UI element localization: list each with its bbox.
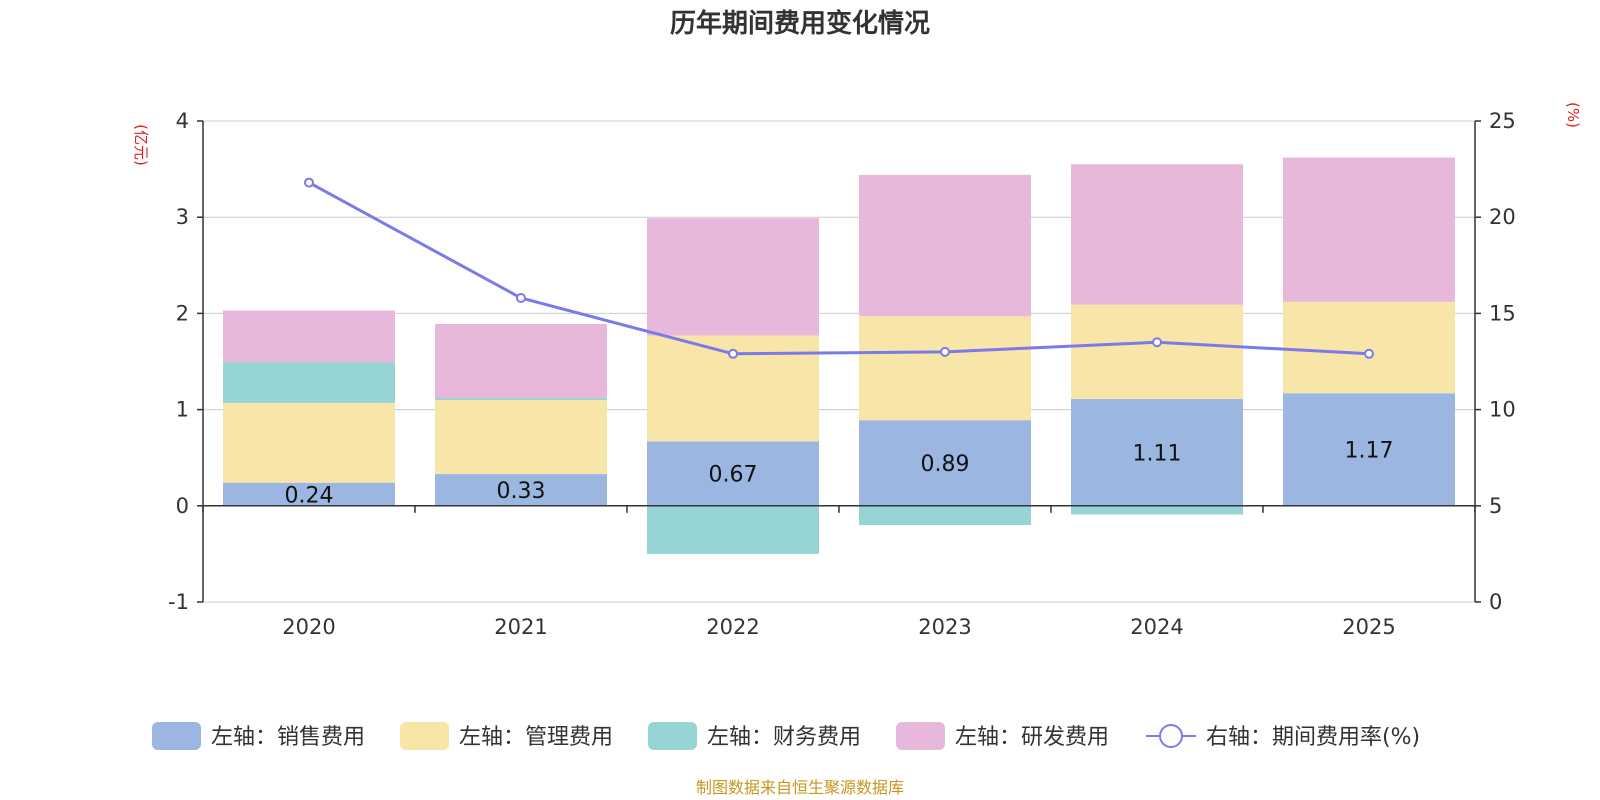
bar-data-label: 0.89 xyxy=(921,452,970,477)
bar-segment xyxy=(223,362,395,403)
bar-segment xyxy=(1283,157,1455,302)
line-series-layer xyxy=(304,177,1374,359)
left-axis-tick-label: 1 xyxy=(176,398,189,422)
bar-segment xyxy=(1071,304,1243,400)
bar-segment xyxy=(859,420,1031,506)
bar-segment xyxy=(859,505,1031,526)
legend-label: 右轴：期间费用率(%) xyxy=(1206,725,1420,750)
bar-segment xyxy=(1283,393,1455,506)
legend-line-marker xyxy=(1159,724,1183,748)
line-point xyxy=(940,346,950,357)
bar-segment xyxy=(1071,505,1243,515)
x-axis-category-label: 2023 xyxy=(918,615,971,639)
right-axis-unit: (%) xyxy=(1564,102,1582,128)
legend-label: 左轴：管理费用 xyxy=(459,725,613,750)
x-axis-category-label: 2025 xyxy=(1342,615,1395,639)
bar-segment xyxy=(647,218,819,336)
source-note: 制图数据来自恒生聚源数据库 xyxy=(696,778,904,797)
bar-segment xyxy=(435,323,607,399)
line-point xyxy=(1152,337,1162,348)
bar-segment xyxy=(647,441,819,506)
right-axis-tick-label: 5 xyxy=(1489,494,1502,518)
legend-swatch xyxy=(152,722,201,750)
bar-segment xyxy=(1283,301,1455,394)
legend-label: 左轴：销售费用 xyxy=(211,725,365,750)
legend-label: 左轴：研发费用 xyxy=(955,725,1109,750)
bar-segment xyxy=(435,398,607,400)
legend-swatch xyxy=(648,722,697,750)
left-axis-unit: (亿元) xyxy=(132,124,150,166)
x-axis-category-label: 2024 xyxy=(1130,615,1183,639)
legend-swatch xyxy=(400,722,449,750)
right-axis-tick-label: 0 xyxy=(1489,590,1502,614)
right-axis-tick-label: 25 xyxy=(1489,109,1516,133)
bar-segment xyxy=(435,474,607,506)
line-series xyxy=(308,181,1370,356)
bar-data-label: 0.67 xyxy=(709,463,758,488)
right-axis-tick-label: 15 xyxy=(1489,301,1516,325)
line-point xyxy=(728,348,738,359)
left-axis-tick-label: 3 xyxy=(176,205,189,229)
bar-data-label: 0.24 xyxy=(285,483,334,508)
left-axis-tick-label: -1 xyxy=(168,590,189,614)
x-axis-category-label: 2021 xyxy=(494,615,547,639)
bars-layer xyxy=(223,157,1455,554)
bar-segment xyxy=(223,310,395,363)
bar-segment xyxy=(223,482,395,506)
chart-title: 历年期间费用变化情况 xyxy=(670,8,930,39)
legend-label: 左轴：财务费用 xyxy=(707,725,861,750)
bar-segment xyxy=(647,505,819,554)
bar-segment xyxy=(435,399,607,475)
left-axis-tick-label: 4 xyxy=(176,109,189,133)
bar-segment xyxy=(859,316,1031,421)
bar-data-label: 1.17 xyxy=(1345,439,1394,464)
legend-swatch xyxy=(896,722,945,750)
bar-segment xyxy=(223,402,395,483)
line-point xyxy=(516,293,526,304)
x-axis-category-label: 2022 xyxy=(706,615,759,639)
bar-segment xyxy=(1071,399,1243,506)
data-labels-layer: 0.24 0.33 0.67 0.89 1.11 1.17 xyxy=(285,439,1394,509)
bar-segment xyxy=(1071,164,1243,305)
legend: 左轴：销售费用 左轴：管理费用 左轴：财务费用 左轴：研发费用 右轴：期间费用率(%) xyxy=(152,722,1420,750)
right-axis-tick-label: 20 xyxy=(1489,205,1516,229)
left-axis-tick-label: 2 xyxy=(176,301,189,325)
right-axis-tick-label: 10 xyxy=(1489,398,1516,422)
bar-data-label: 0.33 xyxy=(497,479,546,504)
bar-segment xyxy=(859,174,1031,317)
line-point xyxy=(1364,348,1374,359)
line-point xyxy=(304,177,314,188)
bar-data-label: 1.11 xyxy=(1133,441,1182,466)
left-axis-tick-label: 0 xyxy=(176,494,189,518)
x-axis-category-label: 2020 xyxy=(282,615,335,639)
